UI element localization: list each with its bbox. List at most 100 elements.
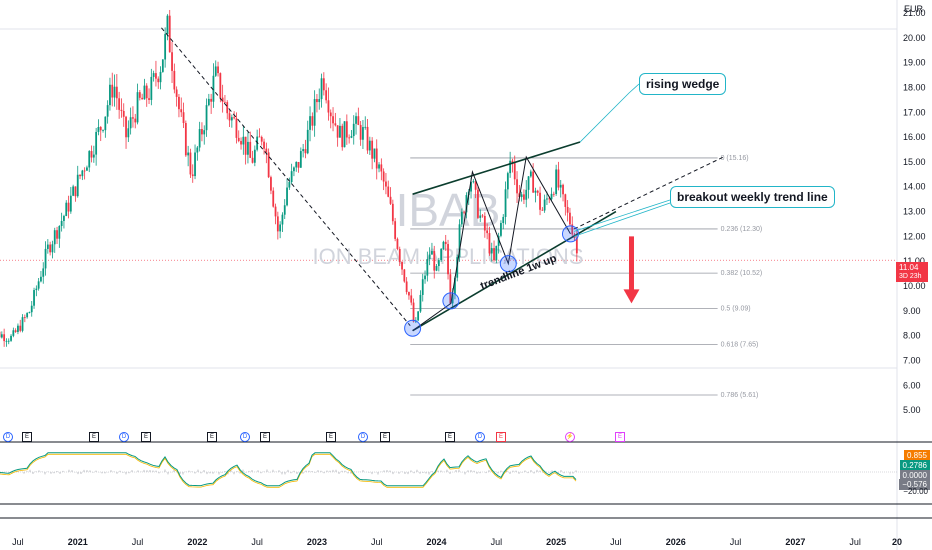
price-tick-label: 18.00 (903, 82, 926, 92)
dividend-marker[interactable]: D (358, 432, 368, 442)
candle-body (95, 131, 98, 155)
candle-body (214, 66, 217, 76)
candle-body (53, 230, 56, 245)
time-axis[interactable]: Jul 2021 Jul 2022 Jul 2023 Jul 2024 Jul 2025 Jul 20… (12, 537, 902, 547)
candle-body (46, 244, 49, 249)
candle-body (122, 111, 125, 117)
candle-body (539, 192, 541, 210)
dividend-marker[interactable]: D (240, 432, 250, 442)
time-tick-label: Jul (132, 537, 144, 547)
split-marker[interactable]: ⚡ (565, 432, 575, 442)
dividend-marker[interactable]: D (475, 432, 485, 442)
pivot-circle (442, 292, 460, 310)
time-tick-label: Jul (491, 537, 503, 547)
candle-body (159, 71, 162, 83)
candle-body (99, 127, 102, 131)
candle-body (550, 193, 553, 200)
candle-body (201, 129, 203, 135)
callout-connector-wedge (579, 83, 640, 143)
candle-body (306, 129, 309, 154)
price-tick-label: 9.00 (903, 306, 921, 316)
candle-body (168, 15, 171, 53)
earnings-marker[interactable]: E (22, 432, 32, 442)
candle-body (460, 211, 463, 225)
dividend-marker[interactable]: D (3, 432, 13, 442)
earnings-marker[interactable]: E (141, 432, 151, 442)
candle-body (458, 224, 461, 258)
candle-body (286, 187, 288, 206)
candle-body (219, 73, 222, 98)
candle-body (431, 251, 433, 255)
candle-body (391, 203, 394, 222)
candle-body (251, 157, 254, 163)
candle-body (364, 126, 367, 128)
fibonacci-retracement[interactable]: 0 (15.16) 0.236 (12.30) 0.382 (10.52) 0.5 (… (410, 155, 762, 399)
candle-body (352, 123, 355, 137)
candle-body (288, 182, 291, 188)
candle-body (83, 170, 86, 172)
candle-body (477, 189, 479, 218)
zigzag-path (412, 155, 571, 332)
candle-body (548, 198, 551, 200)
earnings-marker[interactable]: E (207, 432, 217, 442)
candle-body (221, 97, 224, 102)
price-tick-label: 16.00 (903, 132, 926, 142)
indicator-tag-4: −0.576 (899, 479, 930, 490)
candle-body (242, 136, 245, 145)
price-axis[interactable]: 21.00 20.00 19.00 18.00 17.00 16.00 15.00 14.00… (903, 8, 926, 415)
candle-body (435, 266, 438, 271)
candle-body (106, 105, 109, 117)
annotation-rising-wedge[interactable]: rising wedge (639, 73, 727, 95)
candle-body (194, 152, 196, 177)
candle-body (345, 121, 348, 138)
candle-body (299, 151, 302, 168)
time-tick-label: 20 (892, 537, 902, 547)
annotation-breakout[interactable]: breakout weekly trend line (670, 186, 835, 208)
drawings[interactable]: trendline 1w up (161, 27, 724, 337)
candle-body (40, 276, 42, 282)
earnings-marker[interactable]: E (89, 432, 99, 442)
candle-body (102, 130, 104, 131)
candle-body (203, 130, 206, 135)
earnings-marker[interactable]: E (326, 432, 336, 442)
candle-body (566, 206, 569, 213)
candle-body (104, 116, 107, 131)
candle-body (132, 117, 134, 119)
candle-body (481, 215, 484, 217)
candle-body (12, 330, 15, 336)
earnings-marker[interactable]: E (445, 432, 455, 442)
time-tick-label: 2022 (187, 537, 207, 547)
candle-body (509, 160, 512, 174)
earnings-marker[interactable]: E (380, 432, 390, 442)
earnings-marker[interactable]: E (496, 432, 506, 442)
price-tick-label: 12.00 (903, 231, 926, 241)
candle-body (205, 105, 208, 131)
candle-body (97, 127, 100, 132)
candle-body (543, 199, 546, 211)
candle-body (357, 116, 360, 125)
candle-body (520, 194, 523, 198)
candle-body (375, 148, 378, 169)
candle-body (58, 226, 61, 239)
pivot-circle (561, 225, 579, 243)
candle-body (28, 312, 31, 314)
candle-body (334, 123, 337, 126)
candle-body (532, 171, 535, 193)
candle-body (500, 222, 502, 236)
earnings-marker[interactable]: E (615, 432, 625, 442)
dividend-marker[interactable]: D (119, 432, 129, 442)
candle-body (316, 99, 318, 103)
candle-body (79, 174, 81, 177)
candle-body (253, 149, 256, 163)
last-price-tag[interactable]: 11.04 3D 23h (896, 262, 928, 282)
candle-body (329, 112, 332, 117)
candle-body (120, 109, 123, 112)
candle-body (279, 224, 282, 232)
price-tick-label: 8.00 (903, 331, 921, 341)
candle-body (37, 281, 40, 289)
candle-body (184, 123, 187, 156)
candle-body (191, 174, 194, 177)
candle-body (129, 117, 132, 129)
earnings-marker[interactable]: E (260, 432, 270, 442)
